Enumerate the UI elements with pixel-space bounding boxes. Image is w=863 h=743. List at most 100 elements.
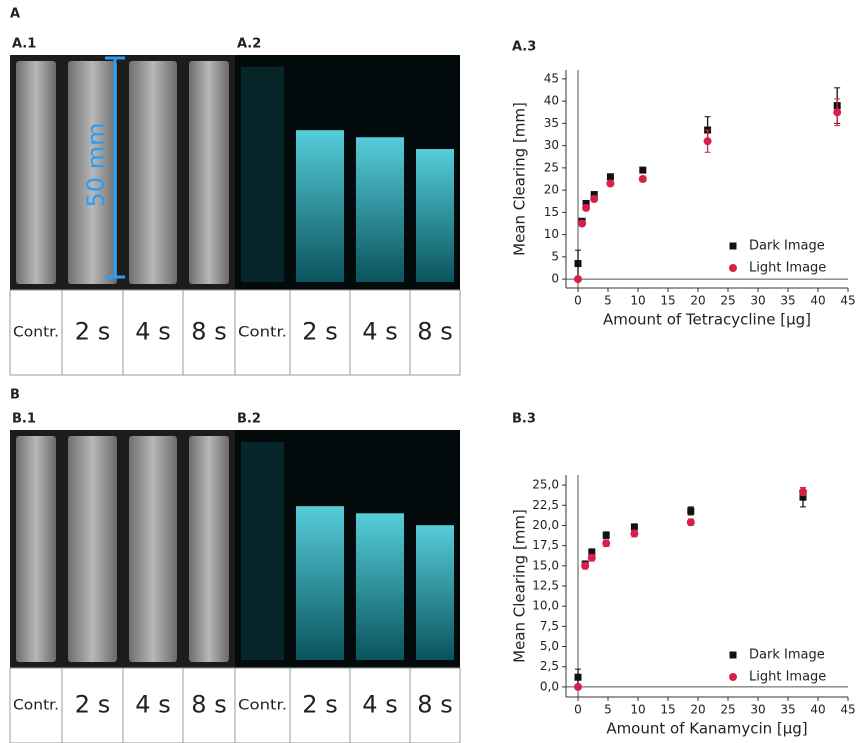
y-tick-label: 35 — [544, 116, 559, 130]
caption: 4 s — [135, 318, 170, 346]
y-tick-label: 30 — [544, 138, 559, 152]
x-axis-title: Amount of Tetracycline [µg] — [603, 311, 811, 329]
x-tick-label: 25 — [720, 294, 735, 308]
x-tick-label: 45 — [840, 294, 855, 308]
x-tick-label: 15 — [660, 703, 675, 717]
point — [833, 108, 842, 117]
caption: 8 s — [417, 691, 452, 719]
y-tick-label: 10,0 — [532, 599, 559, 613]
panel-label: B.2 — [237, 412, 261, 427]
x-tick-label: 35 — [780, 703, 795, 717]
caption: 2 s — [302, 318, 337, 346]
point — [590, 195, 599, 204]
caption: 8 s — [191, 691, 226, 719]
caption-row — [234, 667, 461, 743]
tube — [241, 66, 284, 282]
tube — [356, 513, 404, 660]
x-tick-label: 5 — [604, 703, 612, 717]
x-tick-label: 15 — [660, 294, 675, 308]
tube — [296, 506, 344, 660]
point — [606, 179, 615, 188]
y-tick-label: 0 — [551, 272, 559, 286]
x-tick-label: 20 — [690, 294, 705, 308]
tube — [68, 436, 117, 662]
y-axis-title: Mean Clearing [mm] — [511, 509, 529, 663]
x-tick-label: 30 — [750, 703, 765, 717]
caption: Contr. — [13, 698, 59, 714]
point — [638, 175, 647, 183]
point — [582, 203, 591, 212]
x-tick-label: 45 — [840, 703, 855, 717]
legend-marker — [729, 673, 737, 681]
panel-label: A.2 — [237, 37, 261, 52]
legend-label: Dark Image — [749, 648, 825, 663]
tube — [129, 436, 177, 662]
panel-label: B.1 — [12, 412, 36, 427]
point — [588, 548, 596, 556]
scale-label: 50 mm — [82, 123, 110, 208]
section-label: B — [10, 388, 20, 403]
y-tick-label: 5 — [551, 249, 559, 263]
legend-label: Light Image — [749, 261, 826, 276]
legend-label: Dark Image — [749, 239, 825, 254]
x-tick-label: 40 — [810, 294, 825, 308]
point — [686, 518, 695, 527]
point — [799, 487, 807, 496]
point — [590, 191, 598, 199]
panel-label: A.1 — [12, 37, 36, 52]
caption: 4 s — [362, 691, 397, 719]
caption-row — [234, 289, 461, 376]
caption: 4 s — [135, 691, 170, 719]
tube — [68, 61, 117, 284]
tube — [16, 436, 56, 662]
caption: 8 s — [417, 318, 452, 346]
caption: 2 s — [75, 691, 110, 719]
point — [703, 137, 712, 146]
y-axis-title: Mean Clearing [mm] — [511, 102, 529, 256]
x-tick-label: 10 — [630, 703, 645, 717]
legend-marker — [729, 264, 737, 272]
tube — [16, 61, 56, 284]
x-tick-label: 20 — [690, 703, 705, 717]
caption: Contr. — [238, 698, 287, 714]
y-tick-label: 7,5 — [540, 619, 559, 633]
x-tick-label: 10 — [630, 294, 645, 308]
point — [574, 260, 582, 268]
legend-label: Light Image — [749, 670, 826, 685]
point — [606, 173, 614, 181]
x-tick-label: 30 — [750, 294, 765, 308]
tube — [129, 61, 177, 284]
point — [799, 493, 807, 501]
y-tick-label: 15 — [544, 205, 559, 219]
y-tick-label: 22,5 — [532, 498, 559, 512]
caption: 2 s — [75, 318, 110, 346]
x-tick-label: 35 — [780, 294, 795, 308]
y-tick-label: 17,5 — [532, 538, 559, 552]
panel-label: B.3 — [512, 412, 536, 427]
x-tick-label: 0 — [574, 703, 582, 717]
y-tick-label: 12,5 — [532, 579, 559, 593]
caption: 2 s — [302, 691, 337, 719]
point — [687, 507, 695, 515]
tube — [189, 61, 229, 284]
y-tick-label: 20,0 — [532, 518, 559, 532]
point — [602, 531, 610, 539]
y-tick-label: 10 — [544, 227, 559, 241]
point — [574, 673, 582, 681]
tube — [416, 525, 454, 660]
caption: 4 s — [362, 318, 397, 346]
y-tick-label: 0,0 — [540, 679, 559, 693]
section-label: A — [10, 7, 20, 22]
y-tick-label: 2,5 — [540, 659, 559, 673]
y-tick-label: 40 — [544, 94, 559, 108]
point — [602, 539, 611, 548]
y-tick-label: 5,0 — [540, 639, 559, 653]
point — [639, 166, 647, 174]
point — [587, 553, 596, 562]
tube — [416, 149, 454, 282]
tube — [296, 130, 344, 282]
x-tick-label: 40 — [810, 703, 825, 717]
tube — [241, 441, 284, 660]
point — [630, 523, 638, 531]
